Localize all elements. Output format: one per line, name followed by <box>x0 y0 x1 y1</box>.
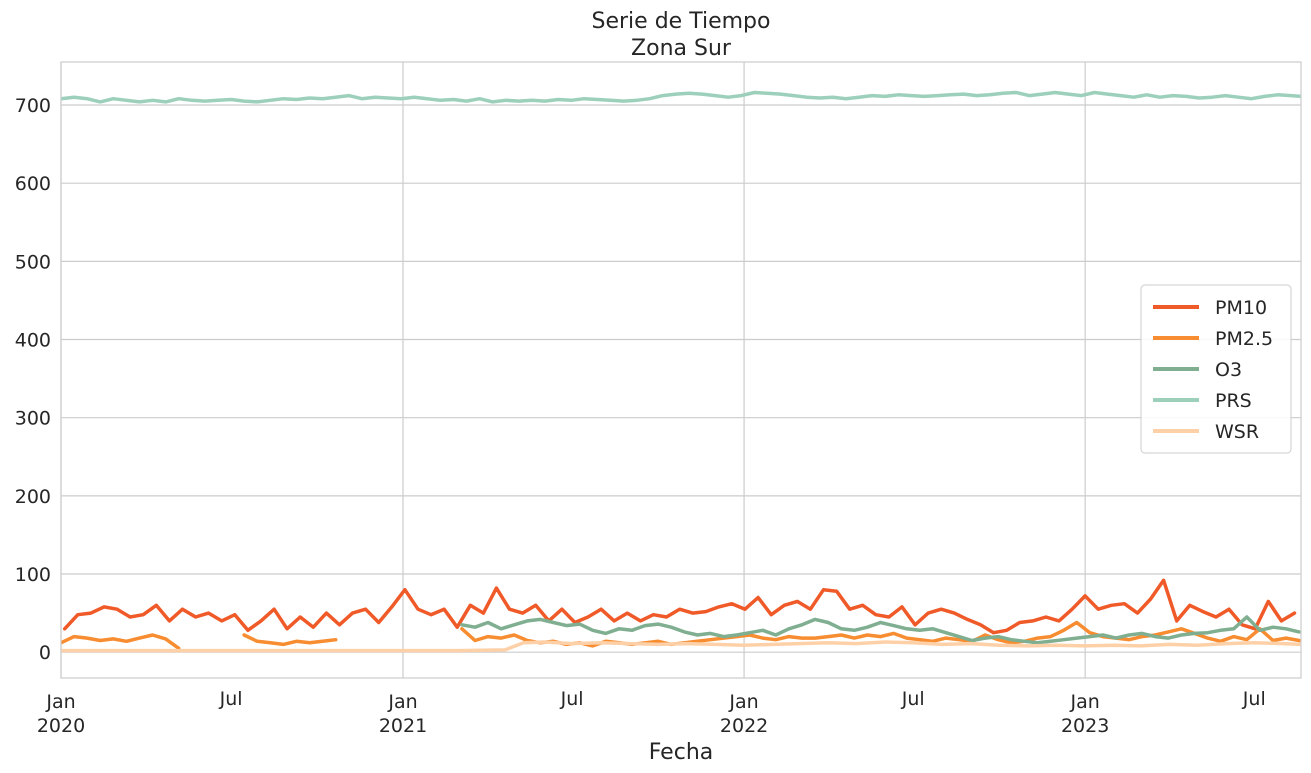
x-tick-label: Jan <box>728 691 758 713</box>
chart-subtitle: Zona Sur <box>631 36 732 61</box>
legend-label: PM2.5 <box>1215 328 1273 350</box>
series-line-wsr <box>61 640 1301 653</box>
legend-label: O3 <box>1215 359 1242 381</box>
y-tick-labels: 0 100 200 300 400 500 600 700 <box>15 95 51 664</box>
y-tick-label: 0 <box>39 642 51 664</box>
plot-frame <box>60 61 1302 679</box>
legend-box <box>1140 284 1292 454</box>
x-tick-label: Jul <box>901 688 925 710</box>
legend-label: PM10 <box>1215 297 1267 319</box>
chart-title: Serie de Tiempo <box>592 9 771 34</box>
y-tick-label: 200 <box>15 486 51 508</box>
y-tick-label: 700 <box>15 95 51 117</box>
legend-label: WSR <box>1215 421 1259 443</box>
x-tick-year: 2020 <box>37 715 85 737</box>
x-tick-label: Jan <box>45 691 75 713</box>
grid <box>60 62 1301 678</box>
x-axis-label: Fecha <box>649 740 714 765</box>
y-tick-label: 400 <box>15 330 51 352</box>
y-tick-label: 500 <box>15 251 51 273</box>
x-tick-label: Jan <box>1069 691 1099 713</box>
x-tick-label: Jan <box>387 691 417 713</box>
x-tick-label: Jul <box>219 688 243 710</box>
x-tick-year: 2021 <box>379 715 427 737</box>
x-tick-year: 2023 <box>1061 715 1109 737</box>
series-layer <box>61 90 1301 653</box>
series-line-pm10 <box>62 578 1297 635</box>
legend: PM10 PM2.5 O3 PRS WSR <box>1140 284 1292 454</box>
series-line-o3 <box>460 615 1301 645</box>
legend-label: PRS <box>1215 390 1252 412</box>
y-tick-label: 300 <box>15 408 51 430</box>
y-tick-label: 100 <box>15 564 51 586</box>
series-line-prs <box>61 90 1301 104</box>
x-tick-label: Jul <box>560 688 584 710</box>
x-tick-label: Jul <box>1242 688 1266 710</box>
x-tick-year: 2022 <box>720 715 768 737</box>
y-tick-label: 600 <box>15 173 51 195</box>
